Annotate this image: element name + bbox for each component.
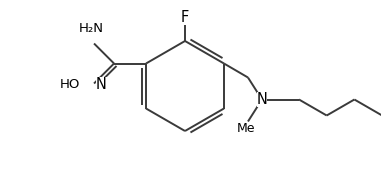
- Text: HO: HO: [60, 78, 80, 91]
- Text: N: N: [96, 77, 107, 92]
- Text: F: F: [181, 10, 189, 24]
- Text: H₂N: H₂N: [78, 22, 104, 36]
- Text: N: N: [256, 92, 267, 107]
- Text: Me: Me: [237, 122, 255, 135]
